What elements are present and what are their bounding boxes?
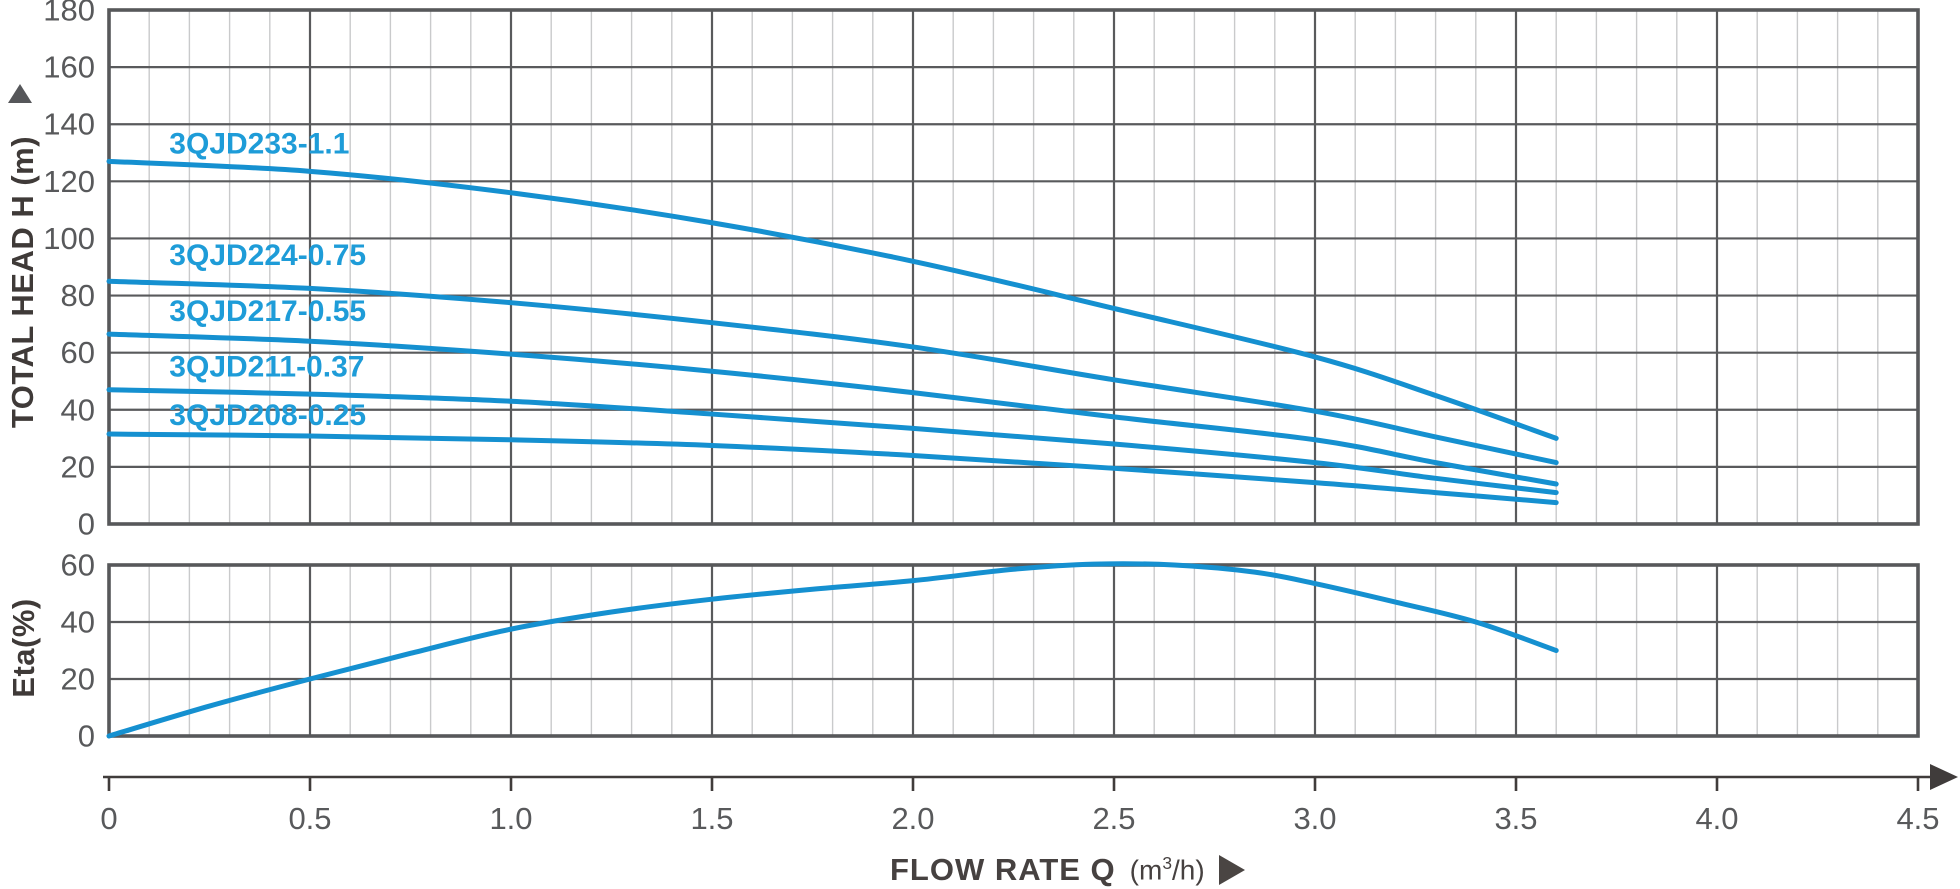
curve-label: 3QJD211-0.37: [169, 350, 364, 383]
x-tick-label: 3.0: [1293, 801, 1336, 836]
plot-border: [107, 563, 1920, 738]
x-tick-label: 4.0: [1695, 801, 1738, 836]
x-axis-arrow-icon: [1930, 764, 1958, 790]
head-curve-3QJD224-0.75: [106, 278, 1559, 466]
head-curve-3QJD217-0.55: [106, 331, 1559, 487]
y-tick-label: 160: [43, 50, 95, 85]
y-tick-label: 20: [61, 662, 95, 697]
y-tick-label: 120: [43, 164, 95, 199]
x-tick-label: 2.0: [891, 801, 934, 836]
y-tick-label: 20: [61, 449, 95, 484]
y-tick-label: 60: [61, 335, 95, 370]
y-tick-label: 40: [61, 392, 95, 427]
y-tick-label: 0: [78, 507, 95, 542]
curve-label: 3QJD224-0.75: [169, 239, 366, 272]
x-tick-label: 1.0: [489, 801, 532, 836]
y-axis-up-arrow-icon: [8, 84, 32, 103]
curve-label: 3QJD217-0.55: [169, 295, 366, 328]
x-axis-right-arrow-icon: [1218, 855, 1245, 885]
eta-curve-Eta: [106, 561, 1559, 739]
x-axis-title-text: FLOW RATE Q: [890, 852, 1116, 887]
x-tick-label: 0: [100, 801, 117, 836]
x-tick-label: 3.5: [1494, 801, 1537, 836]
x-tick-label: 0.5: [288, 801, 331, 836]
curve-label: 3QJD233-1.1: [169, 128, 349, 161]
x-tick-label: 4.5: [1896, 801, 1939, 836]
y-tick-label: 0: [78, 719, 95, 754]
y-tick-label: 40: [61, 605, 95, 640]
y-tick-label: 140: [43, 107, 95, 142]
y-tick-label: 180: [43, 0, 95, 28]
head-curve-3QJD211-0.37: [106, 387, 1559, 496]
plot-border: [107, 8, 1920, 526]
x-axis-title: FLOW RATE Q (m3/h): [890, 852, 1245, 888]
y-tick-label: 60: [61, 548, 95, 583]
head-curve-3QJD233-1.1: [106, 158, 1559, 441]
y-tick-label: 100: [43, 221, 95, 256]
x-tick-label: 1.5: [690, 801, 733, 836]
x-tick-label: 2.5: [1092, 801, 1135, 836]
curve-label: 3QJD208-0.25: [169, 399, 366, 432]
y-tick-label: 80: [61, 278, 95, 313]
head-curve-3QJD208-0.25: [106, 431, 1559, 506]
x-axis-unit: (m3/h): [1129, 853, 1205, 886]
